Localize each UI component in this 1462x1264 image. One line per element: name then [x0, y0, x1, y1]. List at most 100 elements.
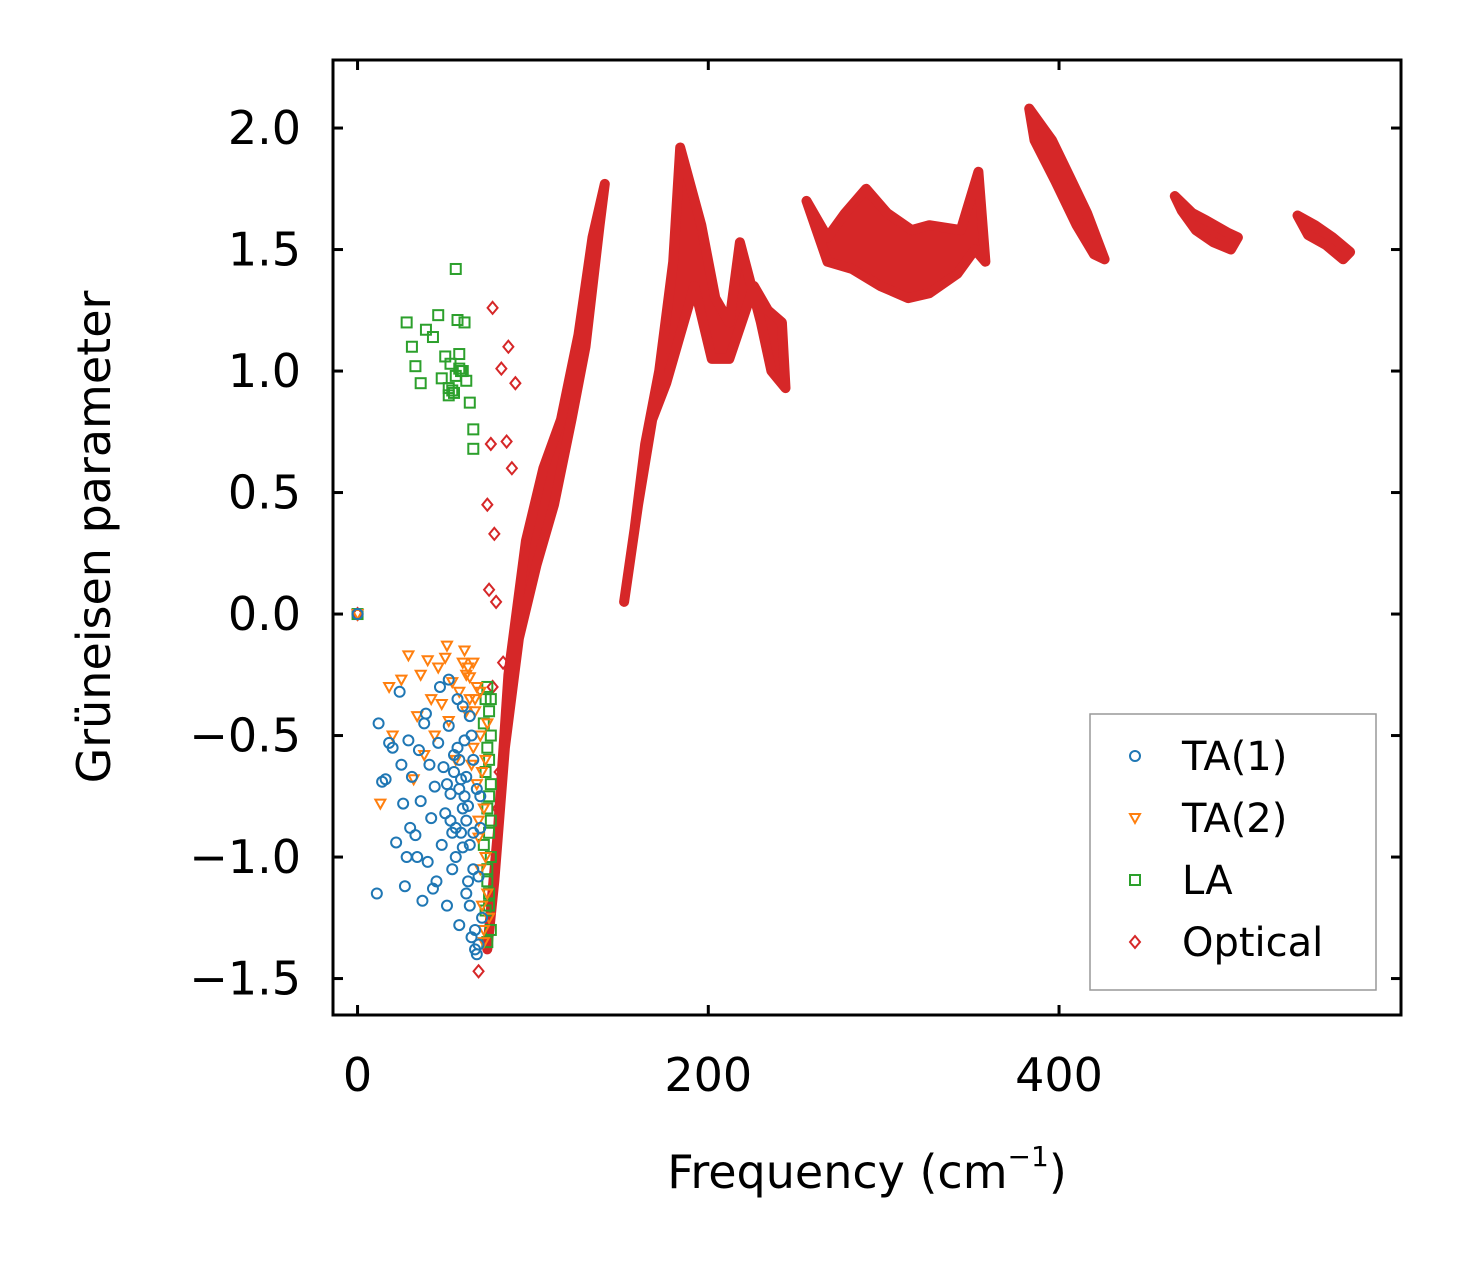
data-point [421, 855, 434, 868]
data-point [500, 433, 513, 450]
data-point [390, 836, 403, 849]
axis-ticks [333, 60, 1401, 1015]
data-layer [350, 103, 1356, 979]
data-point [459, 669, 473, 682]
axis-tick-labels: 0 200 400 −1.5 −1.0 −0.5 0.0 0.5 1.0 1.5 2.0 [189, 101, 1103, 1102]
data-point [470, 783, 483, 796]
data-point [453, 753, 466, 766]
data-point [477, 924, 491, 938]
data-point [469, 923, 482, 936]
data-point [453, 348, 466, 361]
x-tick-label: 0 [343, 1048, 372, 1102]
data-point [460, 814, 473, 827]
data-point [413, 669, 428, 682]
data-point [463, 838, 476, 851]
legend-label: LA [1182, 858, 1233, 904]
data-point [483, 705, 496, 718]
data-point [446, 826, 459, 839]
data-point [440, 778, 453, 791]
x-tick-label: 400 [1015, 1048, 1103, 1102]
data-point [491, 800, 505, 817]
data-point [398, 880, 411, 893]
data-point [480, 888, 495, 901]
legend-entry-ta-2-: TA(2) [1128, 796, 1287, 842]
data-point [386, 741, 399, 754]
data-point [424, 694, 438, 707]
data-point [435, 698, 449, 712]
data-point [458, 790, 471, 803]
data-point [438, 652, 452, 665]
data-point [372, 717, 385, 730]
y-tick-label: 1.5 [228, 223, 301, 277]
data-point [456, 802, 469, 815]
data-point [474, 790, 487, 803]
data-point [467, 442, 480, 455]
data-point [477, 803, 491, 816]
data-point [473, 686, 488, 699]
data-point [405, 770, 418, 783]
data-point [449, 851, 462, 864]
legend-label: TA(2) [1181, 796, 1287, 842]
x-axis-label-superscript: −1 [1008, 1140, 1049, 1173]
data-point [502, 339, 515, 355]
data-point [449, 262, 462, 275]
data-point [452, 686, 466, 699]
data-point [460, 770, 473, 783]
data-point [432, 309, 445, 322]
data-point [410, 711, 424, 724]
data-point [445, 677, 459, 690]
legend-entry-ta-1-: TA(1) [1129, 734, 1287, 780]
data-point [493, 764, 506, 780]
data-point [411, 851, 424, 864]
data-point [412, 744, 425, 757]
data-point [379, 773, 392, 786]
data-point [437, 761, 450, 774]
data-point [480, 718, 495, 731]
data-point [453, 362, 466, 375]
data-point [446, 863, 459, 876]
data-point [440, 640, 454, 653]
data-point [466, 742, 480, 755]
data-point [465, 729, 478, 742]
data-point [484, 436, 498, 452]
data-point [483, 790, 496, 803]
data-point [509, 375, 522, 391]
data-point [476, 911, 489, 924]
data-point [465, 931, 478, 944]
legend-marker [1129, 750, 1141, 762]
data-point [481, 741, 494, 754]
data-point [461, 662, 475, 675]
data-point [394, 674, 409, 687]
data-point [395, 758, 408, 771]
data-point [479, 693, 492, 706]
y-tick-label: 0.5 [228, 466, 301, 520]
data-point [442, 719, 455, 732]
data-point [401, 650, 416, 663]
data-point [462, 875, 475, 888]
y-tick-label: −1.5 [189, 952, 301, 1006]
data-point [440, 899, 453, 912]
data-point [426, 331, 439, 344]
optical-band-5 [1169, 191, 1243, 255]
data-point [351, 608, 364, 621]
data-point [456, 700, 469, 713]
y-tick-label: −1.0 [189, 830, 301, 884]
data-point [484, 814, 497, 827]
data-point [431, 662, 445, 675]
data-point [475, 900, 489, 913]
data-point [448, 765, 461, 778]
data-point [435, 372, 448, 385]
optical-band-6 [1292, 210, 1356, 265]
data-point [430, 875, 443, 888]
y-tick-label: −0.5 [189, 709, 301, 763]
y-tick-label: 0.0 [228, 587, 301, 641]
data-point [484, 729, 497, 742]
legend-entry-optical: Optical [1128, 920, 1323, 966]
data-point [402, 734, 415, 747]
data-point [400, 316, 413, 329]
data-point [463, 899, 476, 912]
data-point [423, 758, 436, 771]
data-point [435, 838, 448, 851]
data-point [463, 694, 477, 707]
